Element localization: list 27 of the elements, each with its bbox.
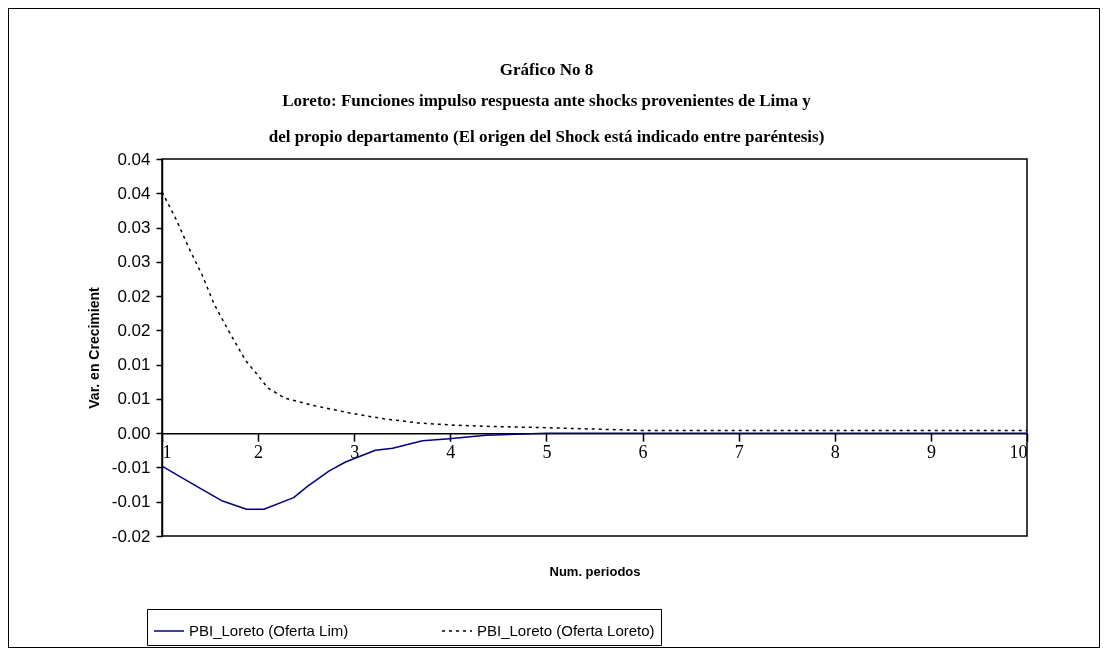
y-axis-title: Var. en Crecimient bbox=[85, 286, 102, 409]
y-tick-label: 0.04 bbox=[117, 183, 151, 203]
legend-label: PBI_Loreto (Oferta Lim) bbox=[189, 622, 349, 639]
x-tick-label: 7 bbox=[734, 441, 744, 462]
x-tick-label: 2 bbox=[254, 441, 264, 462]
x-tick-label: 5 bbox=[542, 441, 552, 462]
x-tick-label: 6 bbox=[638, 441, 648, 462]
x-tick-label: 8 bbox=[830, 441, 840, 462]
y-tick-label: 0.02 bbox=[117, 320, 151, 340]
x-axis-title: Num. periodos bbox=[549, 563, 641, 579]
chart-subtitle: Loreto: Funciones impulso respuesta ante shocks provenientes de Lima y del propio departamento (El origen del Shock está indicado entre paréntesis) bbox=[268, 91, 825, 146]
y-tick-label: 0.04 bbox=[117, 149, 151, 169]
y-tick-label: 0.03 bbox=[117, 252, 151, 272]
y-tick-label: -0.02 bbox=[111, 526, 151, 546]
legend-label: PBI_Loreto (Oferta Loreto) bbox=[477, 622, 655, 639]
y-tick-label: -0.01 bbox=[111, 492, 151, 512]
x-tick-label: 9 bbox=[926, 441, 936, 462]
x-tick-label: 4 bbox=[446, 441, 456, 462]
x-tick-label: 3 bbox=[350, 441, 360, 462]
y-tick-label: 0.01 bbox=[117, 355, 151, 375]
y-tick-label: 0.03 bbox=[117, 218, 151, 238]
x-tick-label: 1 bbox=[162, 441, 172, 462]
y-tick-label: -0.01 bbox=[111, 457, 151, 477]
y-tick-label: 0.01 bbox=[117, 389, 151, 409]
chart-title: Gráfico No 8 bbox=[499, 60, 594, 79]
y-tick-label: 0.00 bbox=[117, 423, 151, 443]
y-tick-label: 0.02 bbox=[117, 286, 151, 306]
